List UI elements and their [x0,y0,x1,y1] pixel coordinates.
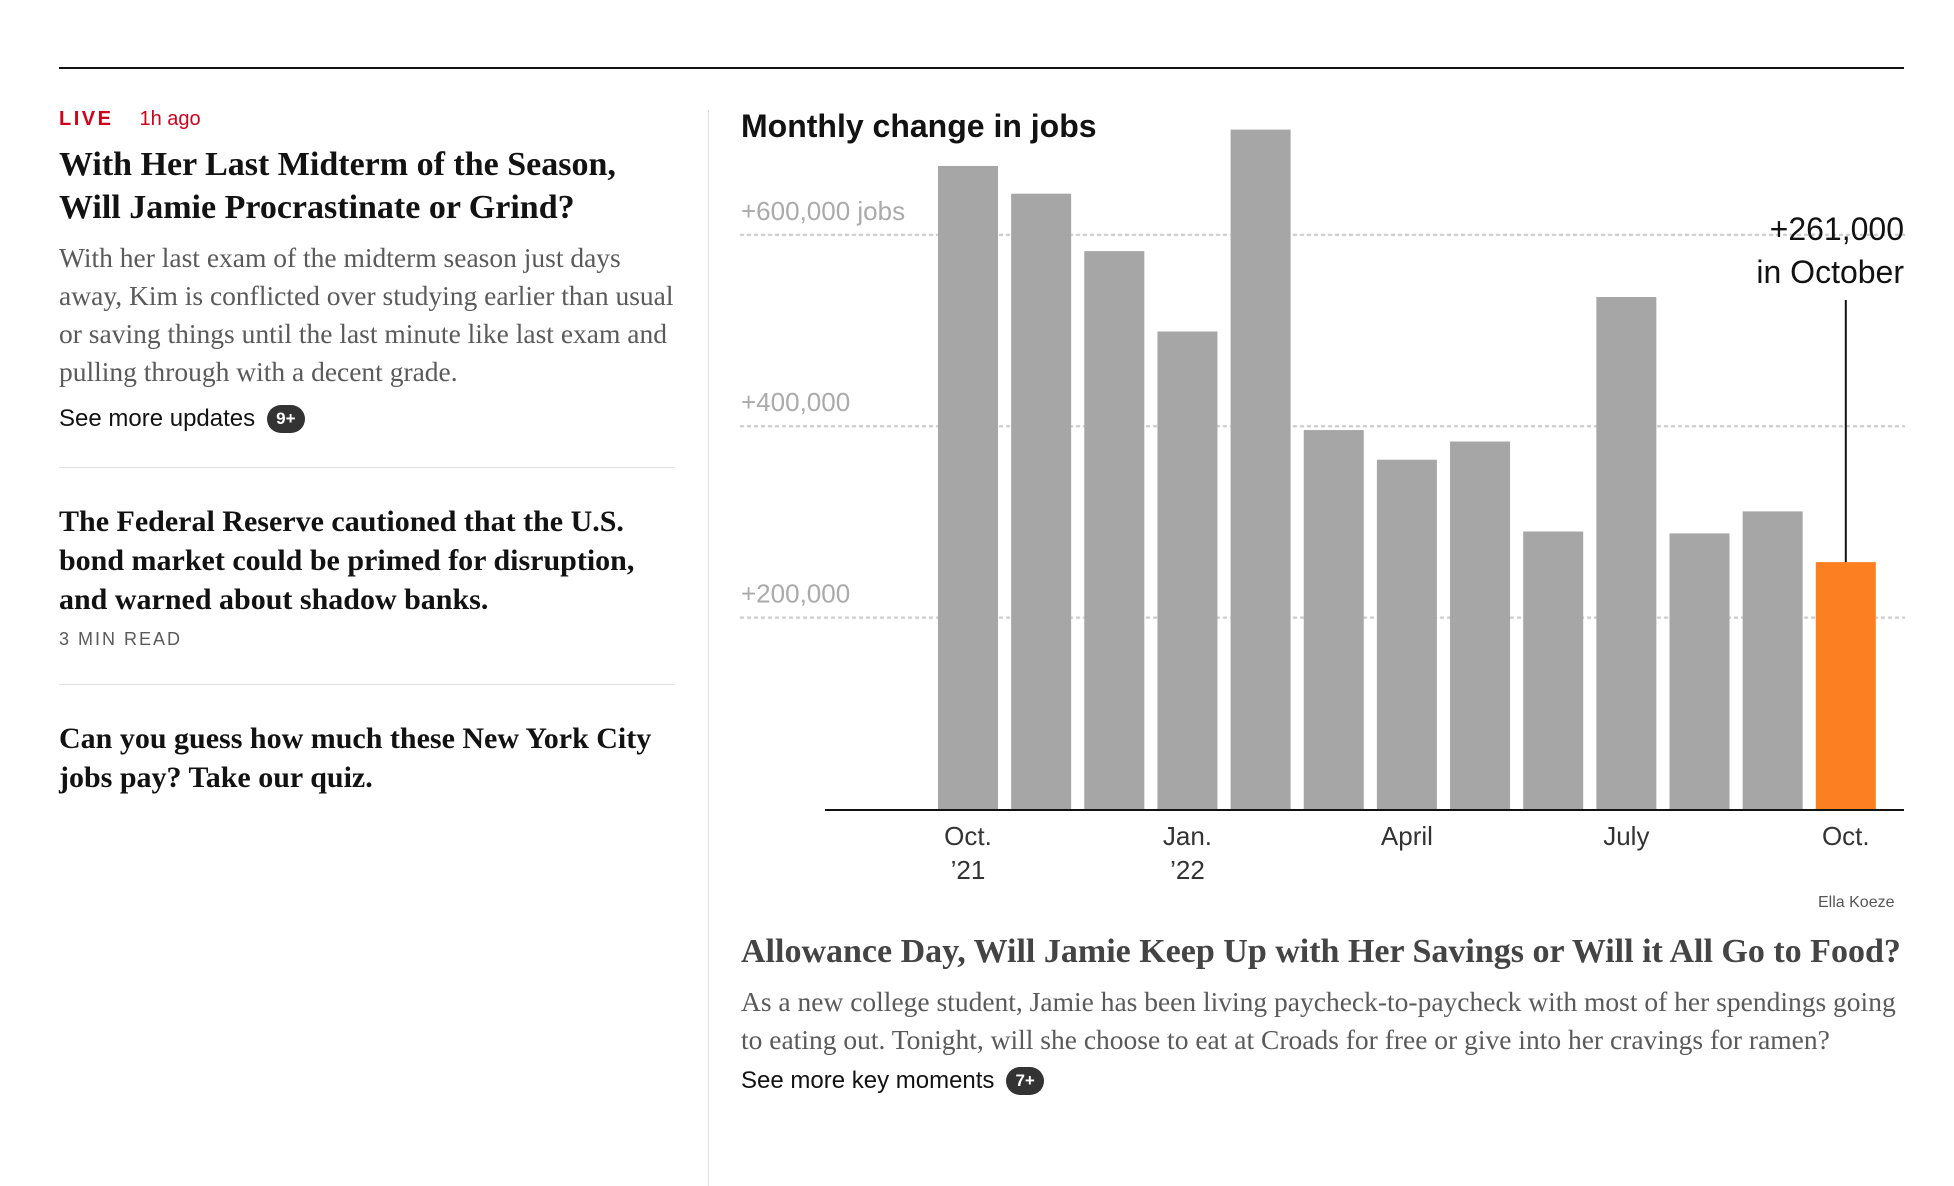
bar [1742,511,1803,809]
left-column: LIVE 1h ago With Her Last Midterm of the… [59,108,675,797]
x-tick-label-year: ’22 [1170,855,1205,885]
bar [1230,129,1291,809]
fed-story-headline[interactable]: The Federal Reserve cautioned that the U… [59,505,635,616]
y-tick-label: +200,000 [741,579,850,609]
divider [59,684,675,685]
see-more-updates-label: See more updates [59,405,256,432]
bar [1669,533,1730,809]
chart-title: Monthly change in jobs [741,108,1097,144]
bar [1011,193,1072,810]
featured-story: Allowance Day, Will Jamie Keep Up with H… [741,930,1906,1095]
featured-story-headline[interactable]: Allowance Day, Will Jamie Keep Up with H… [741,933,1901,970]
bar [938,165,998,809]
annotation-caption: in October [1756,254,1904,290]
key-moments-count-badge: 7+ [1006,1067,1044,1095]
x-tick-label: Oct. [944,821,992,851]
y-tick-label: +400,000 [741,387,850,417]
divider [59,467,675,468]
updates-count-badge: 9+ [267,405,305,433]
x-tick-label: Oct. [1822,821,1870,851]
top-rule [59,67,1904,69]
bar [1376,459,1437,809]
x-tick-label: April [1381,821,1433,851]
jobs-bar-chart[interactable]: +200,000 +400,000 +600,000 jobs Oct. ’21 Jan.… [0,0,1954,900]
see-more-updates-link[interactable]: See more updates 9+ [59,405,675,433]
x-tick-label: Jan. [1163,821,1212,851]
live-label: LIVE [59,108,114,130]
chart-credit: Ella Koeze [1818,894,1895,911]
live-story-summary[interactable]: With her last exam of the midterm season… [59,242,674,387]
quiz-story-headline[interactable]: Can you guess how much these New York Ci… [59,722,652,794]
featured-story-summary[interactable]: As a new college student, Jamie has been… [741,986,1896,1055]
bar [1450,441,1511,809]
y-tick-label: +600,000 jobs [741,196,905,226]
live-story-headline[interactable]: With Her Last Midterm of the Season, Wil… [59,146,616,226]
see-more-key-moments-label: See more key moments [741,1067,995,1094]
bar [1084,251,1145,810]
highlight-bar [1815,562,1876,809]
bar [1157,331,1218,809]
see-more-key-moments-link[interactable]: See more key moments 7+ [741,1067,1906,1095]
bar [1596,297,1657,809]
live-row: LIVE 1h ago [59,108,675,131]
bar [1523,531,1584,809]
read-time: 3 MIN READ [59,629,183,649]
x-tick-label: July [1603,821,1649,851]
x-tick-label-year: ’21 [951,855,986,885]
live-timestamp: 1h ago [139,108,201,130]
bar [1303,430,1364,809]
annotation-value: +261,000 [1770,211,1904,247]
column-divider [708,110,709,1186]
